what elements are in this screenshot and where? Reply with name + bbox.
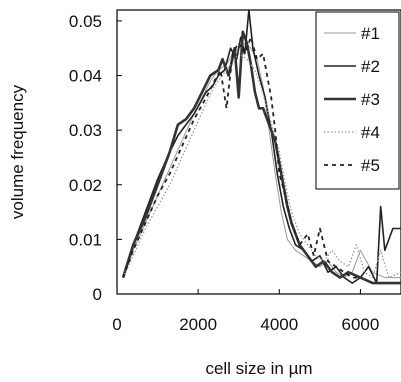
legend-label-1: #1 <box>361 24 380 43</box>
legend: #1 #2 #3 #4 #5 <box>315 11 400 190</box>
x-tick-label: 2000 <box>179 315 217 334</box>
plot-area <box>116 9 401 295</box>
y-axis-ticks: 0 0.01 0.02 0.03 0.04 0.05 <box>69 12 122 304</box>
legend-label-4: #4 <box>361 123 380 142</box>
y-tick-label: 0 <box>93 285 102 304</box>
series-line-2 <box>122 9 401 284</box>
plot-frame <box>116 9 401 295</box>
series-layer <box>121 9 401 285</box>
legend-label-5: #5 <box>361 156 380 175</box>
y-tick-label: 0.04 <box>69 67 102 86</box>
series-line-4 <box>122 53 401 279</box>
y-tick-label: 0.02 <box>69 176 102 195</box>
x-tick-label: 0 <box>112 315 121 334</box>
legend-label-2: #2 <box>361 57 380 76</box>
series-line-5 <box>122 36 361 279</box>
x-tick-label: 6000 <box>342 315 380 334</box>
y-axis-label: volume frequency <box>8 84 27 219</box>
y-tick-label: 0.01 <box>69 230 102 249</box>
y-tick-label: 0.03 <box>69 121 102 140</box>
x-axis-label: cell size in µm <box>205 359 312 378</box>
legend-box <box>315 11 400 190</box>
x-tick-label: 4000 <box>260 315 298 334</box>
legend-label-3: #3 <box>361 90 380 109</box>
series-line-3 <box>121 30 401 285</box>
x-axis-ticks: 0 2000 4000 6000 <box>112 289 379 334</box>
y-tick-label: 0.05 <box>69 12 102 31</box>
